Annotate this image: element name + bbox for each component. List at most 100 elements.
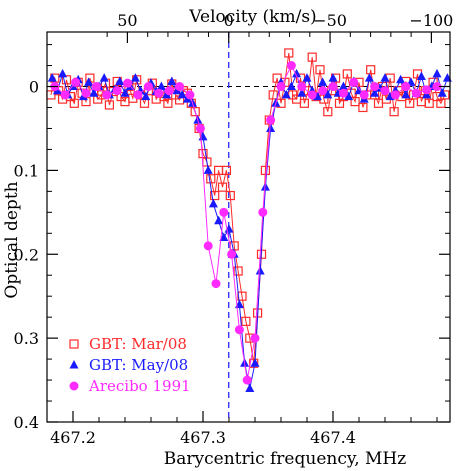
data-point: [60, 90, 70, 100]
top-tick-label: −100: [409, 11, 453, 30]
data-point: [366, 65, 376, 75]
data-point: [143, 82, 153, 92]
x-axis-title: Barycentric frequency, MHz: [164, 449, 406, 469]
data-point: [307, 90, 317, 100]
data-point: [318, 86, 328, 96]
data-point: [260, 165, 270, 175]
legend: GBT: Mar/08 GBT: May/08 Arecibo 1991: [69, 335, 191, 395]
data-point: [389, 107, 399, 117]
data-point: [141, 91, 151, 101]
data-point: [416, 71, 426, 80]
data-point: [47, 73, 57, 82]
data-point: [422, 85, 432, 95]
data-point: [437, 88, 447, 97]
legend-label: GBT: Mar/08: [89, 335, 187, 353]
data-point: [370, 88, 380, 97]
data-point: [323, 89, 333, 99]
data-point: [390, 90, 400, 100]
data-point: [217, 182, 228, 192]
data-point: [84, 77, 94, 86]
data-point: [396, 74, 406, 84]
data-point: [364, 73, 374, 82]
data-point: [112, 86, 122, 96]
data-point: [432, 82, 442, 92]
data-point: [156, 81, 166, 91]
data-point: [297, 88, 307, 97]
data-point: [286, 81, 296, 91]
data-point: [195, 123, 205, 133]
data-point: [266, 115, 276, 125]
data-point: [69, 98, 79, 108]
y-tick-label: 0.1: [14, 161, 39, 180]
data-point: [255, 266, 265, 275]
data-point: [359, 90, 369, 100]
data-point: [286, 61, 296, 71]
data-point: [328, 82, 338, 92]
x-tick-label: 467.4: [310, 428, 356, 447]
data-point: [133, 90, 143, 100]
data-point: [276, 82, 286, 92]
x-tick-label: 467.3: [180, 428, 226, 447]
data-point: [185, 90, 195, 100]
data-point: [241, 316, 251, 326]
data-point: [175, 82, 185, 92]
data-point: [315, 65, 325, 75]
y-tick-label: 0.3: [14, 329, 39, 348]
data-point: [307, 52, 317, 62]
data-point: [154, 88, 164, 98]
data-point: [297, 82, 307, 92]
top-tick-label: 0: [224, 11, 234, 30]
data-point: [258, 207, 268, 217]
data-point: [266, 123, 276, 132]
series-line: [54, 64, 438, 381]
data-point: [219, 232, 229, 241]
data-point: [268, 90, 278, 100]
data-point: [234, 325, 244, 335]
legend-label: GBT: May/08: [89, 356, 188, 374]
data-point: [281, 89, 291, 99]
data-point: [221, 165, 231, 175]
data-point: [104, 100, 115, 110]
data-point: [219, 207, 229, 217]
tick-labels: 467.2 467.3 467.4 0 0.1 0.2 0.3 0.4 50 0 −50 −100: [14, 11, 454, 447]
data-point: [424, 98, 434, 108]
data-point: [338, 88, 348, 98]
data-point: [190, 107, 200, 117]
data-point: [237, 291, 247, 301]
data-point: [163, 98, 173, 108]
data-point: [328, 73, 338, 82]
y-tick-label: 0: [29, 78, 39, 97]
top-axis-title: Velocity (km/s): [188, 7, 316, 27]
series-line: [50, 52, 446, 364]
data-point: [401, 89, 411, 99]
data-point: [99, 73, 109, 82]
y-tick-label: 0.2: [14, 245, 39, 264]
x-tick-label: 467.2: [50, 428, 96, 447]
data-point: [210, 190, 220, 201]
data-point: [203, 165, 213, 174]
data-point: [344, 91, 354, 101]
data-point: [380, 86, 390, 96]
data-point: [432, 68, 442, 78]
data-point: [338, 81, 348, 91]
plot-frame: [46, 31, 451, 423]
data-point: [318, 77, 328, 86]
data-point: [299, 98, 309, 108]
data-point: [167, 76, 177, 85]
data-point: [250, 333, 260, 343]
top-tick-label: 50: [117, 11, 137, 30]
data-point: [323, 107, 333, 117]
data-point: [401, 82, 411, 92]
data-point: [214, 215, 224, 225]
data-point: [208, 198, 218, 208]
data-point: [233, 266, 243, 276]
data-point: [203, 241, 213, 251]
data-point: [164, 86, 174, 96]
data-point: [380, 73, 390, 82]
data-point: [245, 383, 255, 392]
data-point: [284, 48, 294, 58]
y-axis-title: Optical depth: [2, 181, 22, 298]
data-point: [292, 68, 302, 78]
data-point: [358, 102, 368, 113]
